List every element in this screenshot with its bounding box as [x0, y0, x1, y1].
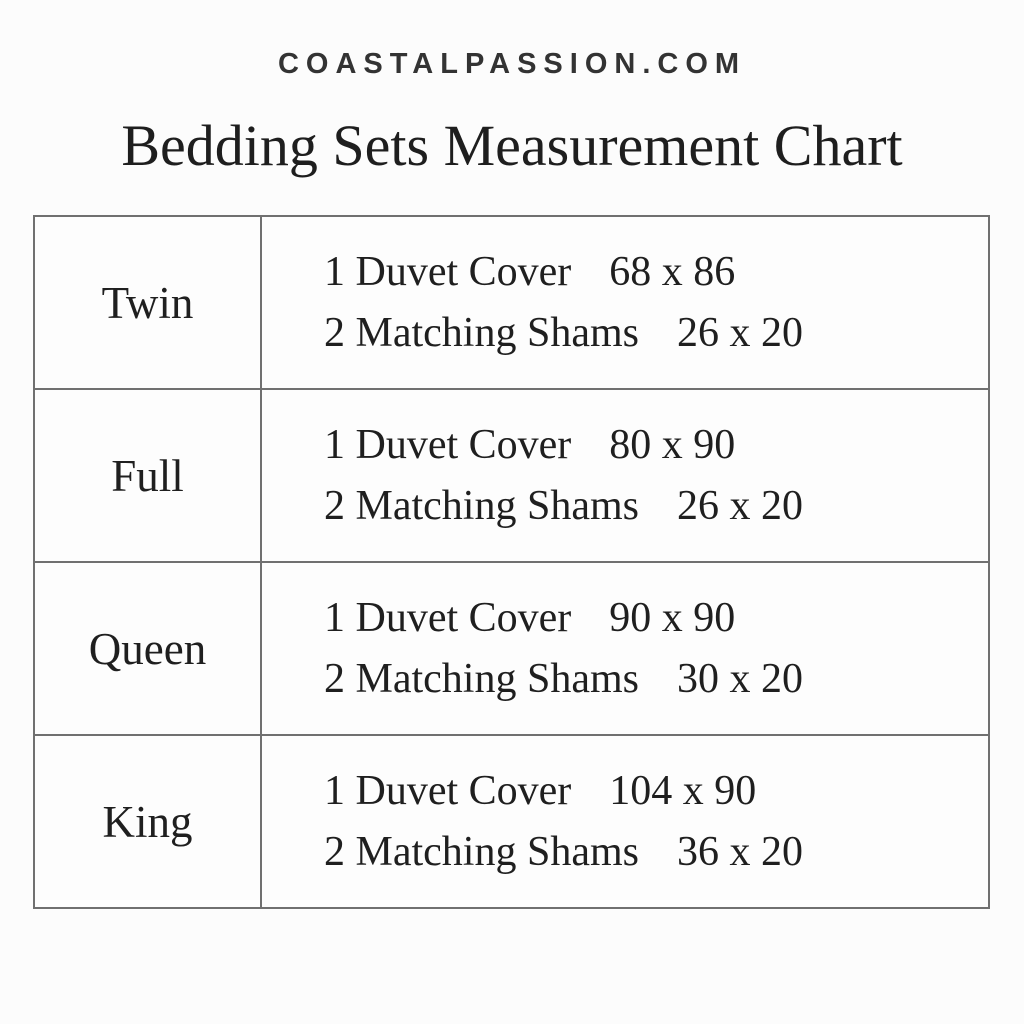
item-dimensions: 30 x 20: [676, 655, 803, 702]
item-line: 1 Duvet Cover 90 x 90: [324, 588, 988, 649]
item-line: 1 Duvet Cover 80 x 90: [324, 415, 988, 476]
items-cell: 1 Duvet Cover 90 x 90 2 Matching Shams 30 …: [262, 563, 988, 734]
item-label: 1 Duvet Cover: [324, 248, 572, 295]
table-row-queen: Queen 1 Duvet Cover 90 x 90 2 Matching Sh…: [35, 563, 988, 736]
items-cell: 1 Duvet Cover 80 x 90 2 Matching Shams 26 …: [262, 390, 988, 561]
item-line: 2 Matching Shams 26 x 20: [324, 476, 988, 537]
item-line: 2 Matching Shams 30 x 20: [324, 649, 988, 710]
item-label: 1 Duvet Cover: [324, 767, 572, 814]
size-label: King: [35, 736, 262, 907]
items-cell: 1 Duvet Cover 68 x 86 2 Matching Shams 26 …: [262, 217, 988, 388]
item-line: 2 Matching Shams 26 x 20: [324, 303, 988, 364]
site-name: COASTALPASSION.COM: [277, 48, 747, 80]
size-label: Queen: [35, 563, 262, 734]
item-dimensions: 90 x 90: [609, 594, 736, 641]
item-dimensions: 26 x 20: [676, 482, 803, 529]
item-line: 1 Duvet Cover 104 x 90: [324, 761, 988, 822]
item-label: 1 Duvet Cover: [324, 421, 572, 468]
item-line: 1 Duvet Cover 68 x 86: [324, 242, 988, 303]
size-label: Twin: [35, 217, 262, 388]
items-cell: 1 Duvet Cover 104 x 90 2 Matching Shams 36…: [262, 736, 988, 907]
item-dimensions: 80 x 90: [609, 421, 736, 468]
item-dimensions: 104 x 90: [609, 767, 757, 814]
item-line: 2 Matching Shams 36 x 20: [324, 822, 988, 883]
item-dimensions: 68 x 86: [609, 248, 736, 295]
page-title: Bedding Sets Measurement Chart: [121, 113, 903, 178]
table-row-twin: Twin 1 Duvet Cover 68 x 86 2 Matching Sha…: [35, 217, 988, 390]
item-label: 2 Matching Shams: [324, 828, 639, 875]
item-label: 1 Duvet Cover: [324, 594, 572, 641]
size-label: Full: [35, 390, 262, 561]
measurement-table: Twin 1 Duvet Cover 68 x 86 2 Matching Sha…: [33, 215, 990, 909]
item-dimensions: 36 x 20: [676, 828, 803, 875]
item-label: 2 Matching Shams: [324, 482, 639, 529]
table-row-king: King 1 Duvet Cover 104 x 90 2 Matching Sh…: [35, 736, 988, 907]
item-label: 2 Matching Shams: [324, 655, 639, 702]
table-row-full: Full 1 Duvet Cover 80 x 90 2 Matching Sha…: [35, 390, 988, 563]
item-dimensions: 26 x 20: [676, 309, 803, 356]
item-label: 2 Matching Shams: [324, 309, 639, 356]
